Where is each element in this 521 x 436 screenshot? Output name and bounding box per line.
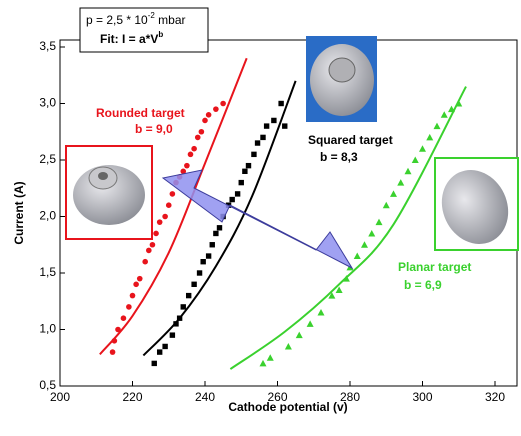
y-tick-label: 2,0 xyxy=(39,209,56,223)
data-point xyxy=(260,135,265,140)
data-point xyxy=(213,106,219,112)
data-point xyxy=(318,309,325,316)
data-point xyxy=(177,316,182,321)
data-point xyxy=(213,231,218,236)
data-point xyxy=(142,259,148,265)
data-point xyxy=(133,282,139,288)
data-point xyxy=(246,163,251,168)
annotation: b = 6,9 xyxy=(404,278,442,292)
data-point xyxy=(162,214,168,220)
data-point xyxy=(110,349,116,355)
data-point xyxy=(383,202,390,209)
y-tick-label: 2,5 xyxy=(39,152,56,166)
data-point xyxy=(229,197,234,202)
data-point xyxy=(199,129,205,135)
data-point xyxy=(121,315,127,321)
x-tick-label: 300 xyxy=(412,390,432,404)
rounded-target-image xyxy=(66,146,152,239)
y-tick-label: 0,5 xyxy=(39,378,56,392)
data-point xyxy=(115,327,121,333)
data-point xyxy=(197,270,202,275)
data-point xyxy=(307,320,314,327)
data-point xyxy=(217,225,222,230)
fit-text: Fit: I = a*Vb xyxy=(100,30,163,46)
data-point xyxy=(153,231,159,237)
data-point xyxy=(126,304,132,310)
data-point xyxy=(181,304,186,309)
annotation: Planar target xyxy=(398,260,471,274)
y-tick-label: 1,0 xyxy=(39,322,56,336)
data-point xyxy=(186,293,191,298)
annotation: Rounded target xyxy=(96,106,185,120)
data-point xyxy=(206,112,212,118)
data-point xyxy=(157,349,162,354)
fit-line xyxy=(230,87,466,370)
data-point xyxy=(455,100,462,107)
data-point xyxy=(412,157,419,164)
data-point xyxy=(162,344,167,349)
data-point xyxy=(112,338,118,344)
data-point xyxy=(271,118,276,123)
data-point xyxy=(296,332,303,339)
data-point xyxy=(170,332,175,337)
data-point xyxy=(397,179,404,186)
data-point xyxy=(251,152,256,157)
data-point xyxy=(376,219,383,226)
data-point xyxy=(200,259,205,264)
data-point xyxy=(206,253,211,258)
data-point xyxy=(441,111,448,118)
data-point xyxy=(426,134,433,141)
y-tick-label: 1,5 xyxy=(39,265,56,279)
x-axis-label: Cathode potential (v) xyxy=(228,400,347,414)
squared-target-image xyxy=(306,36,377,122)
data-point xyxy=(170,191,176,197)
y-axis-label: Current (A) xyxy=(12,181,26,244)
data-point xyxy=(195,135,201,141)
data-point xyxy=(152,361,157,366)
data-point xyxy=(202,118,208,124)
data-point xyxy=(434,123,441,130)
chart: 2002202402602803003200,51,01,52,02,53,03… xyxy=(0,0,521,431)
data-point xyxy=(390,190,397,197)
x-tick-label: 240 xyxy=(195,390,215,404)
annotation: b = 9,0 xyxy=(135,122,173,136)
data-point xyxy=(157,219,163,225)
y-tick-label: 3,0 xyxy=(39,96,56,110)
data-point xyxy=(235,191,240,196)
data-point xyxy=(137,276,143,282)
data-point xyxy=(285,343,292,350)
data-point xyxy=(184,163,190,169)
data-point xyxy=(239,180,244,185)
data-point xyxy=(130,293,136,299)
data-point xyxy=(267,354,274,361)
data-point xyxy=(146,248,152,254)
data-point xyxy=(264,123,269,128)
x-tick-label: 200 xyxy=(50,390,70,404)
data-point xyxy=(188,152,194,158)
data-point xyxy=(242,169,247,174)
y-tick-label: 3,5 xyxy=(39,39,56,53)
data-point xyxy=(191,282,196,287)
data-point xyxy=(361,241,368,248)
data-point xyxy=(405,168,412,175)
annotation: Squared target xyxy=(308,133,393,147)
data-point xyxy=(282,123,287,128)
data-point xyxy=(255,140,260,145)
x-tick-label: 320 xyxy=(485,390,505,404)
data-point xyxy=(354,253,361,259)
data-point xyxy=(191,146,197,152)
data-point xyxy=(173,321,178,326)
data-point xyxy=(419,145,426,152)
annotation: b = 8,3 xyxy=(320,150,358,164)
data-point xyxy=(210,242,215,247)
x-tick-label: 220 xyxy=(122,390,142,404)
data-point xyxy=(278,101,283,106)
data-point xyxy=(166,202,172,208)
planar-target-image xyxy=(430,158,520,255)
pressure-text: p = 2,5 * 10-2 mbar xyxy=(86,11,186,27)
data-point xyxy=(220,101,226,107)
data-point xyxy=(260,360,267,367)
data-point xyxy=(150,242,156,248)
data-point xyxy=(368,230,375,237)
